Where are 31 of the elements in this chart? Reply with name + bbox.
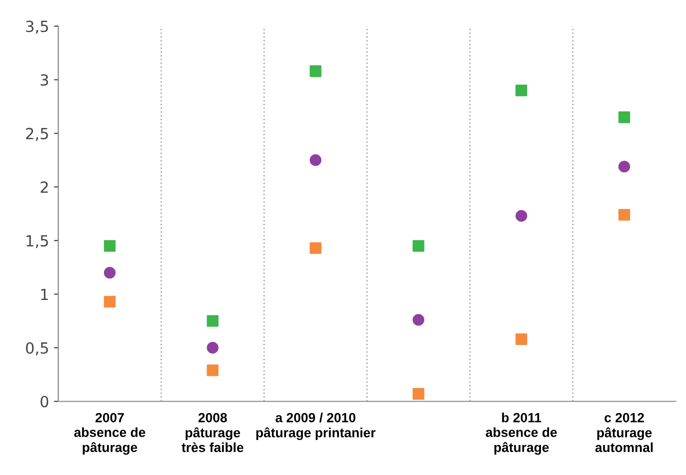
- point: [104, 266, 116, 279]
- point: [310, 154, 322, 166]
- point: [412, 240, 424, 252]
- point: [412, 314, 424, 326]
- y-tick-label: 0: [40, 396, 48, 408]
- x-tick-label: 2008 pâturage très faible: [182, 412, 244, 452]
- point: [618, 160, 630, 172]
- point: [618, 208, 630, 221]
- y-tick-label: 0,5: [26, 342, 48, 356]
- point: [310, 65, 322, 77]
- x-tick-label: b 2011 absence de pâturage: [486, 412, 557, 455]
- x-tick-label: a 2009 / 2010 pâturage printanier: [256, 412, 376, 440]
- point: [412, 388, 424, 400]
- point: [206, 364, 219, 376]
- y-tick-label: 1: [41, 288, 48, 300]
- x-tick-label: c 2012 pâturage automnal: [595, 412, 653, 452]
- point: [516, 333, 528, 346]
- y-tick-label: 2: [40, 181, 48, 193]
- y-tick-label: 2,5: [26, 128, 48, 141]
- point: [618, 111, 630, 124]
- point: [206, 342, 219, 354]
- point: [310, 242, 322, 254]
- y-tick-label: 3,5: [26, 20, 48, 34]
- point: [206, 315, 219, 327]
- x-tick-label: 2007 absence de pâturage: [74, 412, 146, 455]
- point: [516, 84, 528, 96]
- y-tick-label: 3: [40, 74, 48, 86]
- point: [516, 210, 528, 222]
- y-tick-label: 1,5: [26, 235, 48, 248]
- point: [104, 296, 116, 308]
- point: [104, 240, 116, 252]
